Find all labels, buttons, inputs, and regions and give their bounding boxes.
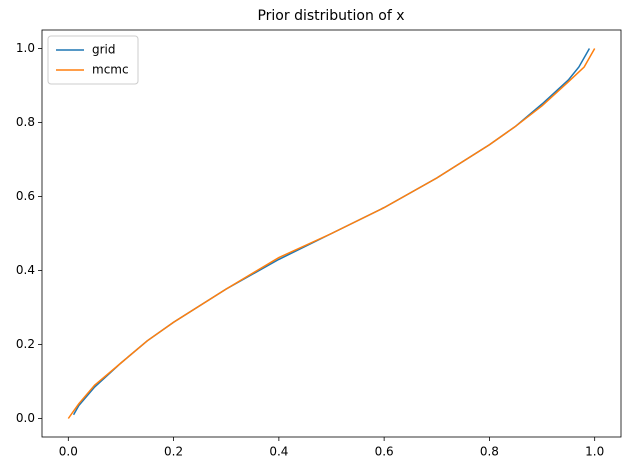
legend-label: grid [92,43,116,57]
legend-box [47,35,139,85]
y-tick-label: 0.0 [16,411,35,425]
x-tick-label: 0.6 [375,445,394,459]
x-tick-label: 0.2 [164,445,183,459]
y-tick-label: 0.2 [16,337,35,351]
plot-frame [41,29,622,438]
y-tick-label: 1.0 [16,41,35,55]
chart-title: Prior distribution of x [257,8,404,24]
legend-label: mcmc [92,63,129,77]
y-tick-label: 0.4 [16,263,35,277]
x-tick-label: 1.0 [585,445,604,459]
y-tick-label: 0.8 [16,115,35,129]
y-tick-label: 0.6 [16,189,35,203]
series-line [67,48,596,419]
x-tick-label: 0.0 [59,445,78,459]
x-tick-label: 0.8 [480,445,499,459]
x-tick-label: 0.4 [269,445,288,459]
series-line [72,48,591,416]
